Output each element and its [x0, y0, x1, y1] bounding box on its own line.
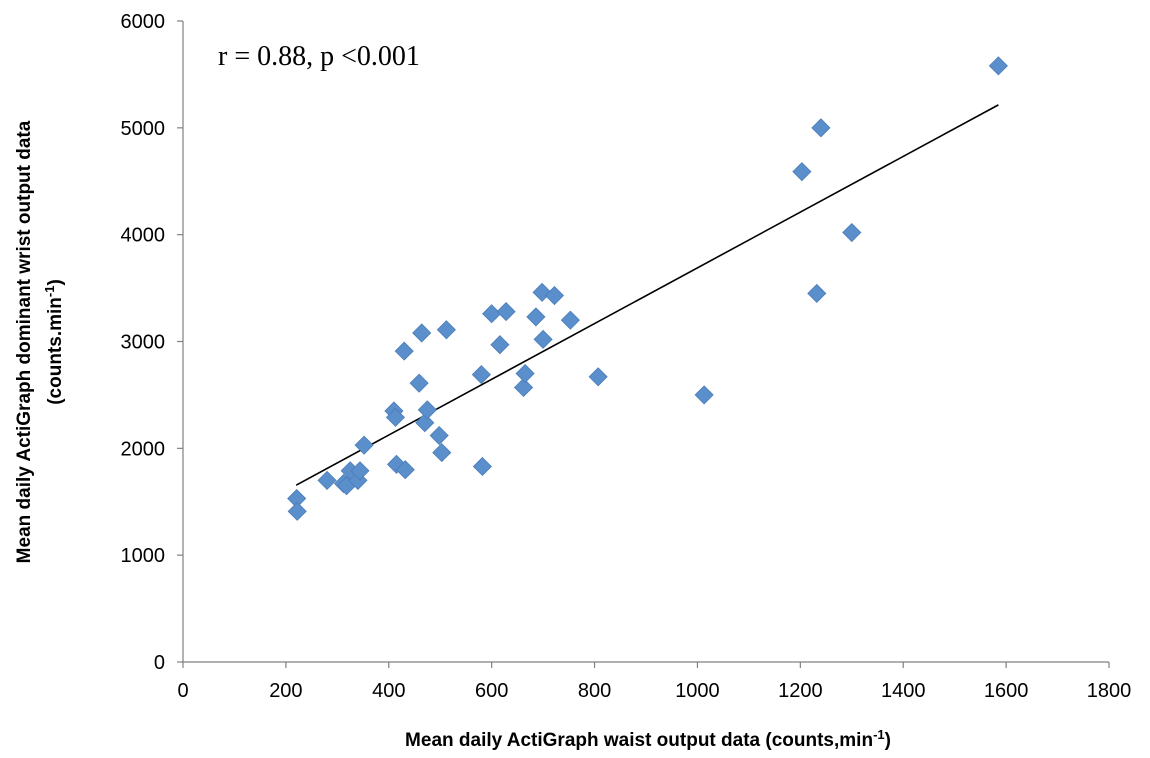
data-point [988, 56, 1008, 76]
y-axis-title-line1: Mean daily ActiGraph dominant wrist outp… [14, 120, 35, 563]
data-point [533, 329, 553, 349]
data-point [472, 456, 492, 477]
x-tick-label: 1600 [984, 680, 1029, 702]
data-point [350, 461, 370, 481]
y-tick-label: 6000 [121, 11, 166, 33]
data-point [409, 373, 429, 393]
data-point [544, 285, 564, 306]
y-tick-label: 2000 [121, 438, 166, 460]
x-tick-label: 800 [578, 680, 611, 702]
data-point [432, 443, 452, 463]
data-point [482, 304, 502, 324]
correlation-annotation: r = 0.88, p <0.001 [218, 41, 420, 72]
data-point [560, 310, 580, 330]
data-point [842, 222, 862, 243]
x-tick-label: 400 [372, 680, 405, 702]
axes [182, 21, 1109, 663]
x-tick-label: 1000 [675, 680, 720, 702]
data-point [317, 470, 337, 490]
data-point [807, 283, 827, 303]
ticks: 0 200 400 600 800 1000 1200 1400 1600 1800 0 1000 20… [121, 11, 1132, 702]
data-point [429, 425, 449, 446]
data-point [496, 302, 516, 322]
y-tick-label: 3000 [121, 332, 166, 354]
data-point [417, 400, 437, 420]
data-point [415, 413, 435, 433]
y-tick-label: 4000 [121, 225, 166, 247]
x-tick-label: 1800 [1087, 680, 1132, 702]
y-tick-label: 5000 [121, 118, 166, 140]
data-point [354, 435, 374, 455]
data-point [792, 162, 812, 182]
data-point [811, 118, 831, 138]
x-tick-label: 600 [475, 680, 508, 702]
data-point [394, 341, 414, 361]
data-point [412, 323, 432, 343]
data-point [287, 501, 307, 521]
y-axis-title-line2: (counts.min-1) [42, 279, 66, 405]
data-point [490, 335, 510, 355]
data-point [436, 320, 456, 340]
data-points [287, 56, 1008, 521]
trendline-group [295, 104, 999, 486]
trendline [295, 104, 999, 486]
data-point [694, 385, 714, 405]
data-point [513, 377, 534, 398]
data-point [385, 407, 406, 427]
data-point [588, 367, 608, 387]
y-tick-label: 0 [154, 652, 165, 674]
y-tick-label: 1000 [121, 545, 166, 567]
data-point [471, 365, 491, 385]
data-point [395, 460, 415, 480]
data-point [515, 363, 535, 384]
data-point [526, 307, 546, 327]
x-axis-title: Mean daily ActiGraph waist output data (… [405, 727, 891, 751]
x-tick-label: 1400 [881, 680, 926, 702]
x-tick-label: 200 [269, 680, 302, 702]
x-tick-label: 0 [177, 680, 188, 702]
x-tick-label: 1200 [778, 680, 823, 702]
